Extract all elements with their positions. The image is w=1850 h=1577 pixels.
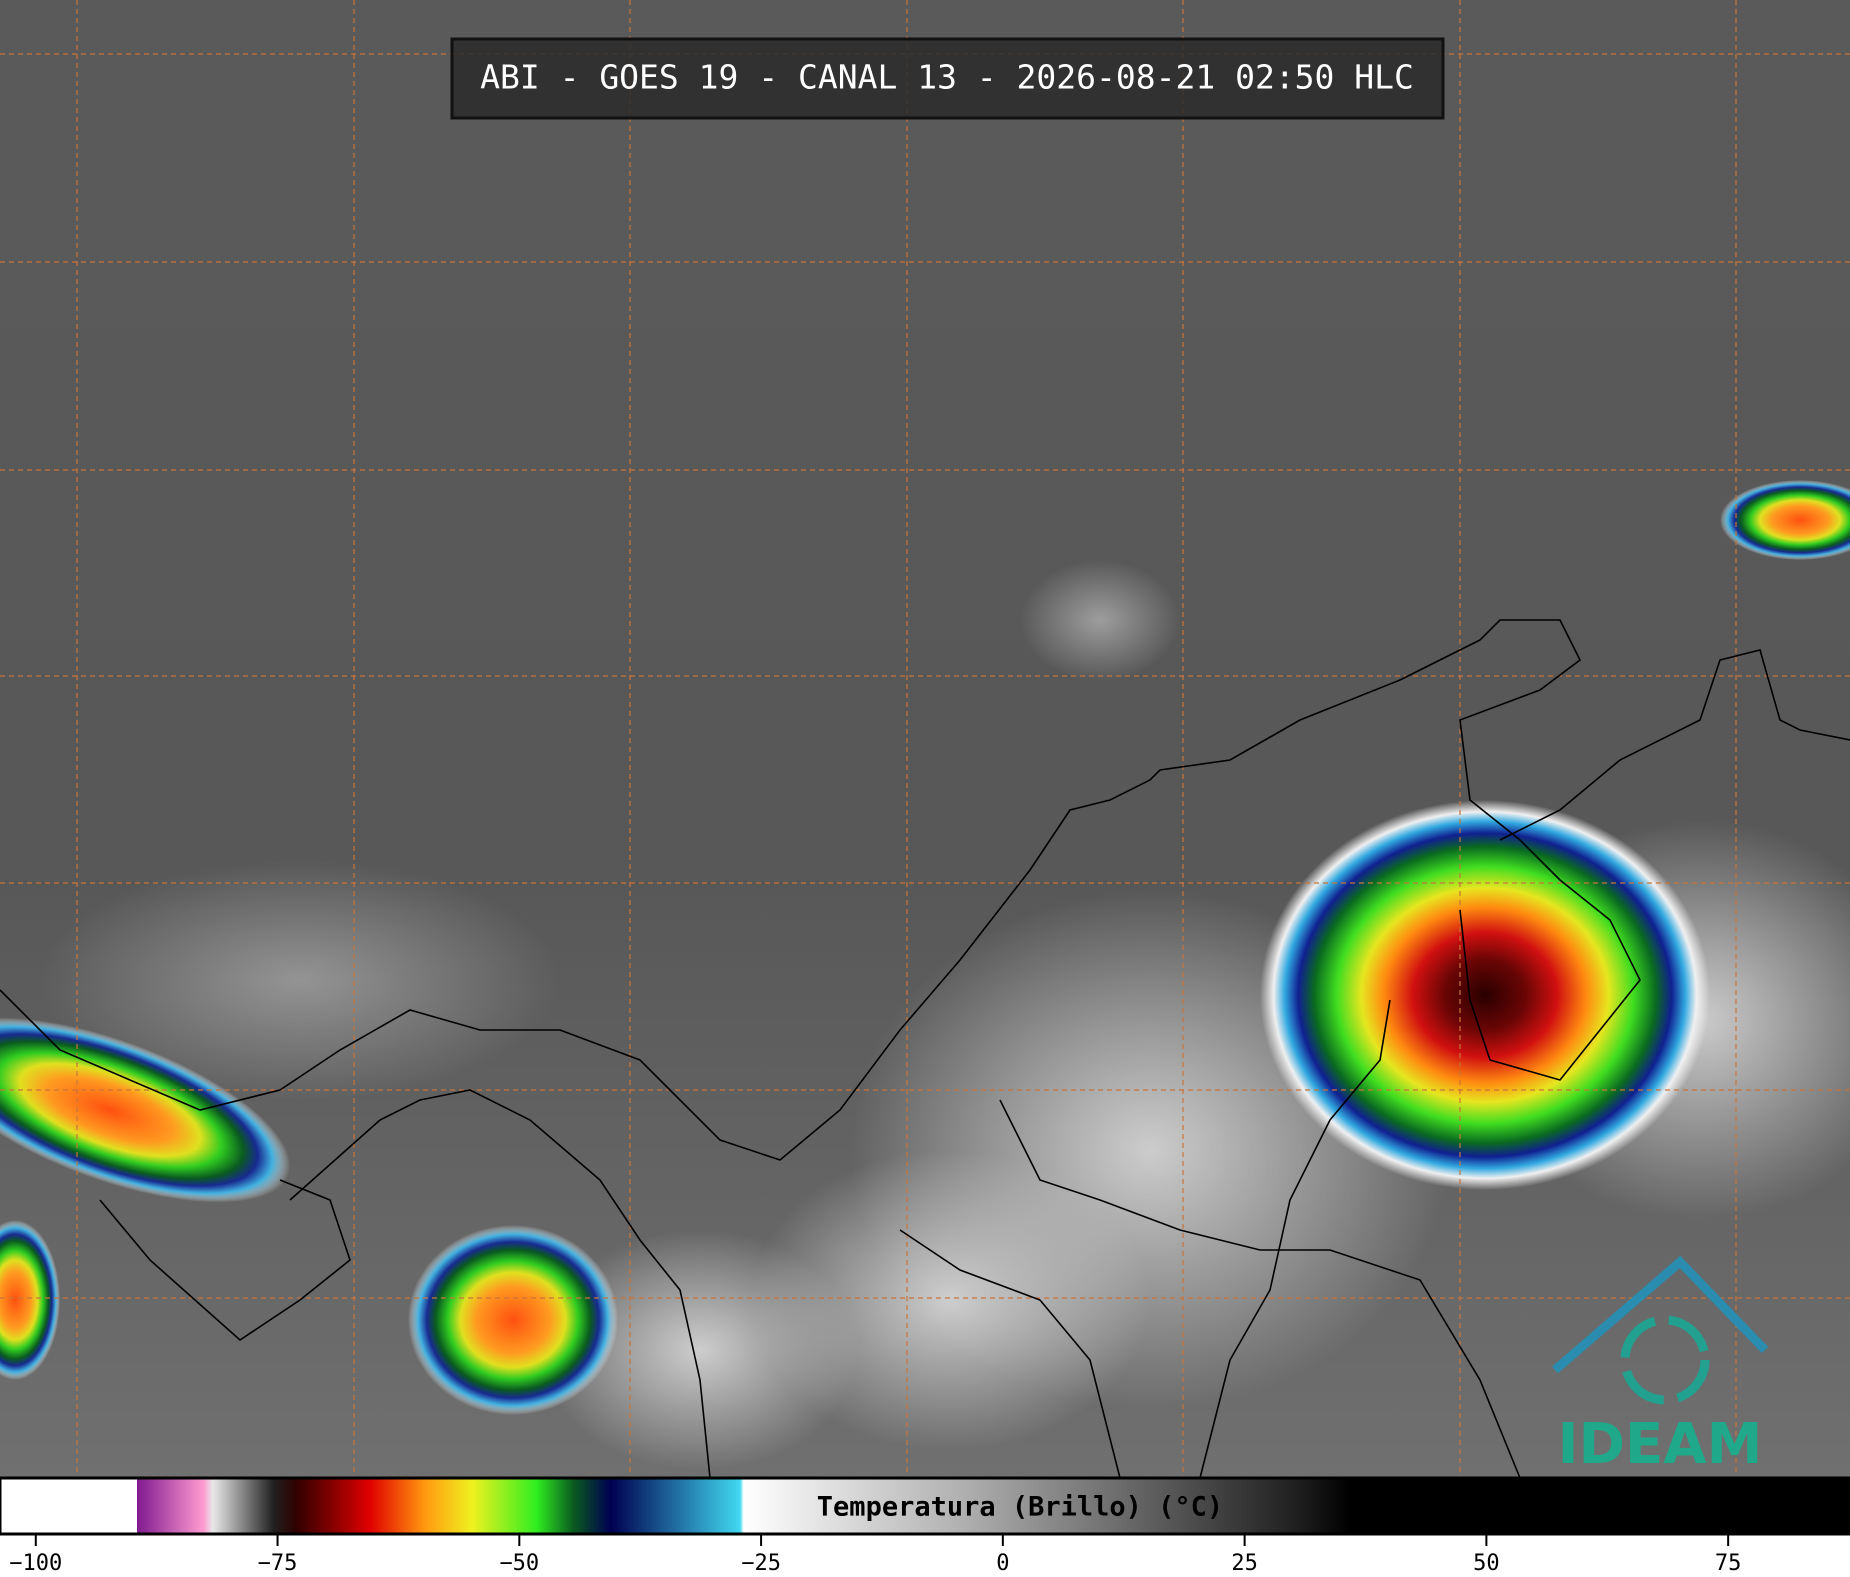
logo-text: IDEAM (1558, 1412, 1763, 1477)
colorbar-tick-label: −25 (741, 1551, 781, 1576)
title-box (450, 37, 1445, 120)
colorbar-axis: −100 −75 −50 −25 0 25 50 75 (9, 1534, 1741, 1576)
colorbar-tick-label: 0 (996, 1551, 1009, 1576)
colorbar-tick-label: 75 (1715, 1551, 1742, 1576)
colorbar-tick-label: −50 (499, 1551, 539, 1576)
colorbar-tick-label: 50 (1473, 1551, 1500, 1576)
colorbar-tick-label: 25 (1231, 1551, 1258, 1576)
colorbar-label: Temperatura (Brillo) (°C) (817, 1492, 1223, 1523)
colorbar-tick-label: −75 (258, 1551, 298, 1576)
convective-cells (0, 480, 1850, 1415)
colorbar (0, 1476, 1850, 1536)
lat-lon-grid (0, 0, 1850, 1478)
colorbar-tick-label: −100 (9, 1551, 62, 1576)
logo: IDEAM (1552, 1255, 1769, 1477)
coastlines (0, 619, 1850, 1479)
title: ABI - GOES 19 - CANAL 13 - 2026-08-21 02… (480, 58, 1414, 97)
